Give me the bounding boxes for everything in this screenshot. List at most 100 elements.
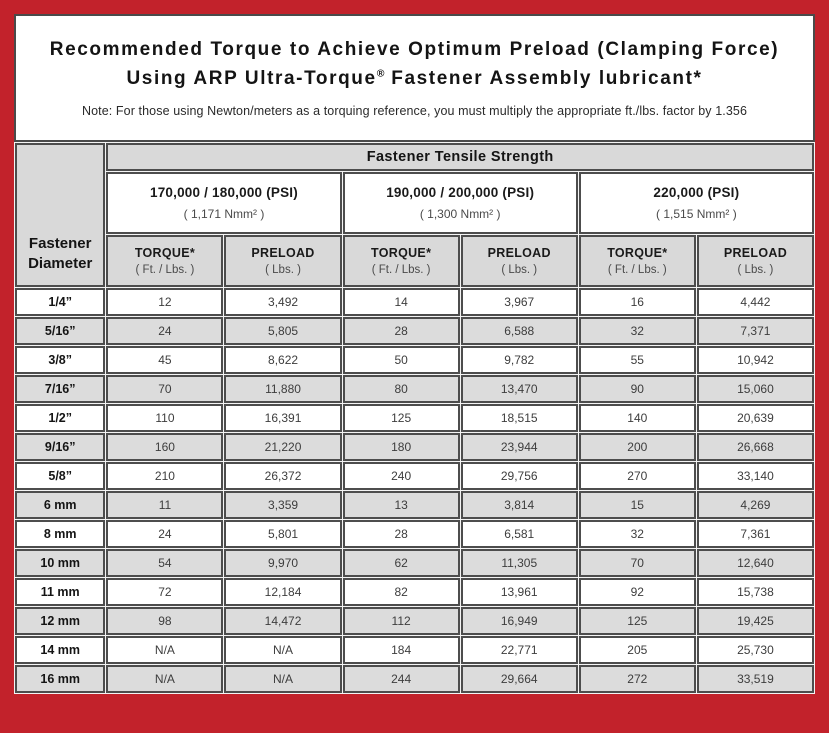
torque-value-cell: 70	[106, 375, 224, 403]
torque-value-cell: 200	[578, 433, 696, 461]
preload-value-cell: 3,814	[460, 491, 578, 519]
torque-value-cell: 210	[106, 462, 224, 490]
strength-group-220: 220,000 (PSI) ( 1,515 Nmm² )	[578, 172, 814, 234]
torque-label: TORQUE*	[371, 246, 432, 260]
col-header-torque-2: TORQUE* ( Ft. / Lbs. )	[342, 235, 460, 287]
preload-unit: ( Lbs. )	[737, 264, 774, 276]
preload-value-cell: 9,970	[224, 549, 342, 577]
fastener-diameter-cell: 12 mm	[15, 607, 106, 635]
col-header-torque-1: TORQUE* ( Ft. / Lbs. )	[106, 235, 224, 287]
table-row: 5/8” 210 26,372 240 29,756 270 33,140	[15, 462, 814, 490]
psi-label: 220,000 (PSI)	[653, 185, 740, 200]
preload-value-cell: 15,738	[696, 578, 814, 606]
fastener-diameter-cell: 3/8”	[15, 346, 106, 374]
preload-value-cell: N/A	[224, 636, 342, 664]
torque-value-cell: 240	[342, 462, 460, 490]
preload-value-cell: 26,668	[696, 433, 814, 461]
tensile-strength-header: Fastener Tensile Strength	[106, 143, 814, 171]
nmm-label: ( 1,515 Nmm² )	[656, 207, 737, 221]
torque-label: TORQUE*	[134, 246, 196, 260]
preload-value-cell: 26,372	[224, 462, 342, 490]
torque-value-cell: 80	[342, 375, 460, 403]
preload-value-cell: 9,782	[460, 346, 578, 374]
torque-value-cell: 32	[578, 317, 696, 345]
preload-value-cell: 5,801	[224, 520, 342, 548]
torque-value-cell: 112	[342, 607, 460, 635]
torque-value-cell: 16	[578, 288, 696, 316]
table-row: 3/8” 45 8,622 50 9,782 55 10,942	[15, 346, 814, 374]
fastener-diameter-cell: 9/16”	[15, 433, 106, 461]
preload-value-cell: 15,060	[696, 375, 814, 403]
preload-value-cell: 5,805	[224, 317, 342, 345]
torque-value-cell: 72	[106, 578, 224, 606]
page-title-line2: Using ARP Ultra-Torque® Fastener Assembl…	[126, 67, 702, 91]
torque-value-cell: 110	[106, 404, 224, 432]
preload-unit: ( Lbs. )	[265, 264, 301, 276]
preload-value-cell: 7,361	[696, 520, 814, 548]
preload-value-cell: 25,730	[696, 636, 814, 664]
table-row: 1/2” 110 16,391 125 18,515 140 20,639	[15, 404, 814, 432]
preload-value-cell: 3,492	[224, 288, 342, 316]
torque-unit: ( Ft. / Lbs. )	[371, 264, 431, 276]
preload-value-cell: 11,880	[224, 375, 342, 403]
torque-value-cell: 92	[578, 578, 696, 606]
torque-value-cell: 98	[106, 607, 224, 635]
torque-value-cell: 24	[106, 520, 224, 548]
preload-value-cell: 3,967	[460, 288, 578, 316]
preload-value-cell: 22,771	[460, 636, 578, 664]
nmm-label: ( 1,300 Nmm² )	[419, 207, 501, 221]
title-box: Recommended Torque to Achieve Optimum Pr…	[14, 14, 815, 142]
preload-value-cell: 6,581	[460, 520, 578, 548]
torque-value-cell: 244	[342, 665, 460, 693]
torque-value-cell: 55	[578, 346, 696, 374]
preload-value-cell: 29,664	[460, 665, 578, 693]
preload-label: PRELOAD	[723, 246, 788, 260]
torque-value-cell: 125	[578, 607, 696, 635]
preload-unit: ( Lbs. )	[501, 264, 538, 276]
torque-value-cell: 28	[342, 317, 460, 345]
torque-value-cell: 15	[578, 491, 696, 519]
preload-value-cell: 16,949	[460, 607, 578, 635]
torque-table-body: 1/4” 12 3,492 14 3,967 16 4,442 5/16” 24 5,805 28 6…	[15, 288, 814, 693]
col-header-preload-1: PRELOAD ( Lbs. )	[224, 235, 342, 287]
col-header-torque-3: TORQUE* ( Ft. / Lbs. )	[578, 235, 696, 287]
torque-value-cell: 28	[342, 520, 460, 548]
torque-value-cell: 11	[106, 491, 224, 519]
torque-value-cell: 90	[578, 375, 696, 403]
preload-label: PRELOAD	[487, 246, 551, 260]
psi-label: 170,000 / 180,000 (PSI)	[150, 185, 298, 200]
preload-value-cell: 33,519	[696, 665, 814, 693]
preload-value-cell: 12,640	[696, 549, 814, 577]
torque-value-cell: 24	[106, 317, 224, 345]
fastener-diameter-cell: 8 mm	[15, 520, 106, 548]
table-row: 6 mm 11 3,359 13 3,814 15 4,269	[15, 491, 814, 519]
table-row: 11 mm 72 12,184 82 13,961 92 15,738	[15, 578, 814, 606]
preload-value-cell: 21,220	[224, 433, 342, 461]
torque-value-cell: N/A	[106, 665, 224, 693]
table-row: 14 mm N/A N/A 184 22,771 205 25,730	[15, 636, 814, 664]
torque-label: TORQUE*	[607, 246, 668, 260]
preload-value-cell: 11,305	[460, 549, 578, 577]
torque-unit: ( Ft. / Lbs. )	[607, 264, 667, 276]
fastener-diameter-cell: 7/16”	[15, 375, 106, 403]
torque-value-cell: 32	[578, 520, 696, 548]
torque-value-cell: N/A	[106, 636, 224, 664]
preload-value-cell: 19,425	[696, 607, 814, 635]
fastener-diameter-cell: 1/4”	[15, 288, 106, 316]
preload-value-cell: 13,961	[460, 578, 578, 606]
nmm-label: ( 1,171 Nmm² )	[183, 207, 265, 221]
torque-value-cell: 54	[106, 549, 224, 577]
table-row: 8 mm 24 5,801 28 6,581 32 7,361	[15, 520, 814, 548]
preload-value-cell: 18,515	[460, 404, 578, 432]
torque-value-cell: 45	[106, 346, 224, 374]
preload-value-cell: 4,269	[696, 491, 814, 519]
preload-value-cell: 16,391	[224, 404, 342, 432]
preload-value-cell: 4,442	[696, 288, 814, 316]
strength-group-190-200: 190,000 / 200,000 (PSI) ( 1,300 Nmm² )	[342, 172, 578, 234]
strength-group-170-180: 170,000 / 180,000 (PSI) ( 1,171 Nmm² )	[106, 172, 342, 234]
registered-trademark-symbol: ®	[376, 68, 385, 80]
preload-value-cell: 14,472	[224, 607, 342, 635]
note-text: Note: For those using Newton/meters as a…	[81, 103, 747, 118]
torque-value-cell: 62	[342, 549, 460, 577]
title-line2-pre: Using ARP Ultra-Torque	[126, 68, 377, 89]
